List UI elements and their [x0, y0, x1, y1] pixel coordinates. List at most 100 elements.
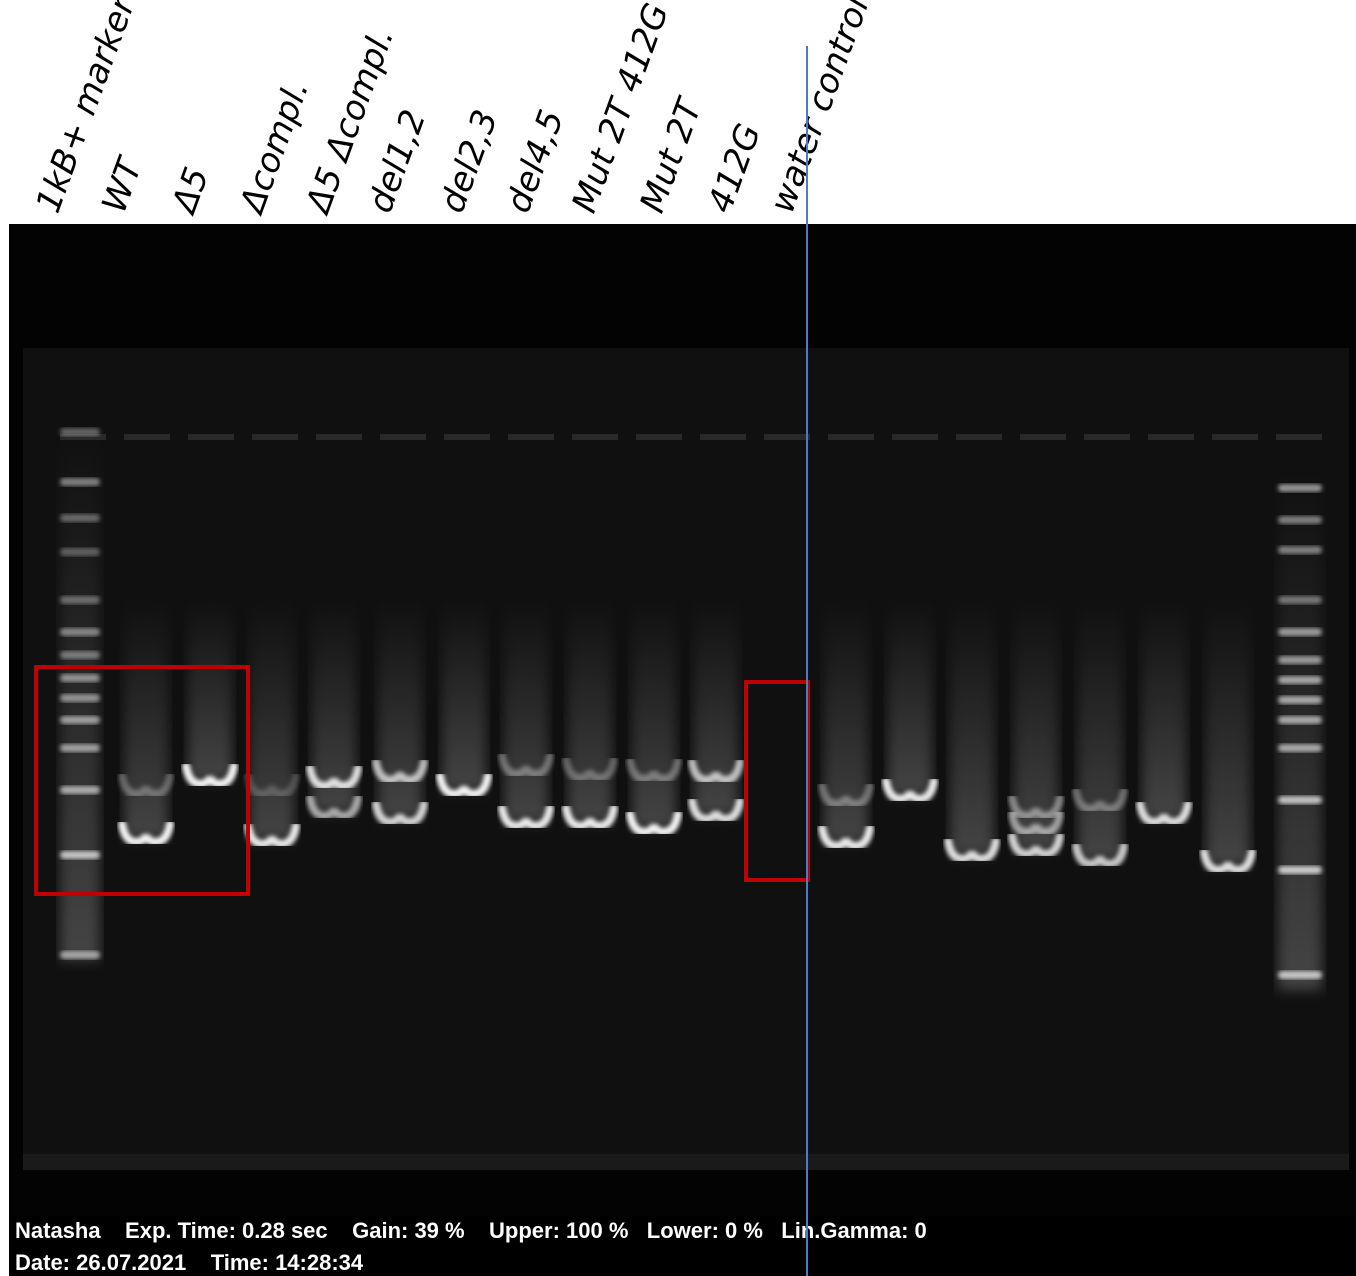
- dna-band: [498, 804, 554, 831]
- dna-band: [688, 758, 744, 785]
- lane-smear: [888, 600, 932, 795]
- ladder-band: [1278, 484, 1322, 492]
- ladder-band: [1278, 546, 1322, 554]
- gel-well: [380, 434, 426, 440]
- lane-label: Mut 2T: [632, 93, 711, 218]
- lane-smear: [1206, 600, 1250, 866]
- ladder-band: [1278, 628, 1322, 636]
- gain: Gain: 39 %: [352, 1218, 465, 1243]
- ladder-band: [60, 596, 100, 604]
- lane-label: del1,2: [360, 104, 435, 218]
- ladder-band: [60, 548, 100, 556]
- gel-well: [572, 434, 618, 440]
- dna-band: [306, 794, 362, 821]
- gel-bottom-edge: [23, 1154, 1349, 1170]
- lane-label: water control: [762, 0, 878, 219]
- gel-well: [892, 434, 938, 440]
- ladder-band: [1278, 744, 1322, 752]
- dna-band: [1136, 800, 1192, 827]
- dna-band: [498, 752, 554, 779]
- ladder-band: [1278, 656, 1322, 664]
- gamma: Lin.Gamma: 0: [781, 1218, 927, 1243]
- lane-smear: [504, 600, 548, 822]
- ladder-band: [60, 694, 100, 702]
- ladder-band: [60, 651, 100, 659]
- lane-smear: [378, 600, 422, 818]
- gel-well: [1084, 434, 1130, 440]
- ladder-band: [60, 428, 100, 436]
- lane-smear: [442, 600, 486, 790]
- dna-band: [562, 804, 618, 831]
- exp-time: Exp. Time: 0.28 sec: [125, 1218, 328, 1243]
- gel-well: [1020, 434, 1066, 440]
- upper: Upper: 100 %: [489, 1218, 629, 1243]
- lane-smear: [568, 600, 612, 822]
- info-line: Natasha Exp. Time: 0.28 sec Gain: 39 % U…: [15, 1218, 927, 1244]
- dna-band: [244, 822, 300, 849]
- ladder-band: [60, 786, 100, 794]
- lane-label: Δ5: [164, 162, 218, 218]
- dna-band: [882, 777, 938, 804]
- gel-well: [1148, 434, 1194, 440]
- user-name: Natasha: [15, 1218, 101, 1243]
- dna-band: [626, 810, 682, 837]
- dna-band: [1072, 787, 1128, 814]
- gel-well: [188, 434, 234, 440]
- dna-band: [182, 762, 238, 789]
- gel-well: [316, 434, 362, 440]
- dna-band: [244, 772, 300, 799]
- dna-band: [626, 757, 682, 784]
- ladder-band: [60, 851, 100, 859]
- ladder-band: [60, 514, 100, 522]
- dna-band: [562, 756, 618, 783]
- dna-band: [1008, 832, 1064, 859]
- gel-body: [23, 348, 1349, 1168]
- info-line: Date: 26.07.2021 Time: 14:28:34: [15, 1250, 363, 1276]
- lane-label: WT: [94, 153, 151, 218]
- date: Date: 26.07.2021: [15, 1250, 187, 1275]
- ladder-band: [1278, 866, 1322, 874]
- lane-smear: [250, 600, 294, 840]
- highlight-box: [744, 680, 810, 882]
- lane-label: 412G: [700, 118, 770, 218]
- dna-band: [1008, 810, 1064, 837]
- ladder-band: [60, 951, 100, 959]
- time: Time: 14:28:34: [210, 1250, 364, 1275]
- gel-well: [252, 434, 298, 440]
- gel-well: [1212, 434, 1258, 440]
- dna-band: [688, 797, 744, 824]
- gel-well: [444, 434, 490, 440]
- lane-label: del4,5: [498, 104, 573, 218]
- gel-well: [1276, 434, 1322, 440]
- lane-smear: [632, 600, 676, 828]
- lane-smear: [1278, 470, 1322, 990]
- gel-bands: [23, 348, 1349, 1170]
- lane-smear: [124, 600, 168, 838]
- dna-band: [818, 782, 874, 809]
- dna-band: [818, 824, 874, 851]
- dna-band: [1072, 842, 1128, 869]
- ladder-band: [1278, 516, 1322, 524]
- gel-well: [508, 434, 554, 440]
- gel-well: [828, 434, 874, 440]
- ladder-band: [1278, 596, 1322, 604]
- gel-well: [636, 434, 682, 440]
- dna-band: [372, 800, 428, 827]
- ladder-band: [1278, 796, 1322, 804]
- highlight-box: [34, 665, 250, 896]
- dna-band: [118, 820, 174, 847]
- ladder-band: [60, 674, 100, 682]
- gel-image: [9, 224, 1356, 1216]
- gel-well: [764, 434, 810, 440]
- dna-band: [436, 772, 492, 799]
- ladder-band: [1278, 971, 1322, 979]
- lower: Lower: 0 %: [646, 1218, 763, 1243]
- lane-smear: [950, 600, 994, 855]
- gel-well: [124, 434, 170, 440]
- gel-well: [700, 434, 746, 440]
- ladder-band: [60, 478, 100, 486]
- ladder-band: [60, 716, 100, 724]
- ladder-band: [60, 628, 100, 636]
- lane-smear: [188, 600, 232, 780]
- ladder-band: [60, 744, 100, 752]
